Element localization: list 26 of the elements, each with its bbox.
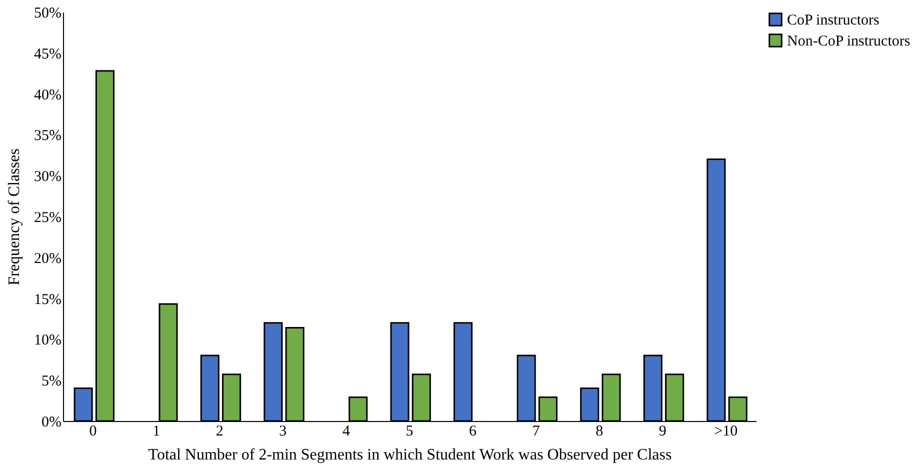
- y-tick-label: 35%: [34, 128, 62, 144]
- x-tick-label: 6: [469, 424, 478, 440]
- x-tick-label: >10: [714, 424, 738, 440]
- x-tick-label: 7: [532, 424, 540, 440]
- y-tick-label: 10%: [34, 332, 62, 349]
- y-tick-label: 0%: [42, 414, 62, 430]
- legend-label: Non-CoP instructors: [787, 34, 910, 50]
- x-tick-label: 0: [89, 424, 97, 440]
- x-tick-label: 5: [406, 424, 414, 440]
- x-axis-title: Total Number of 2-min Segments in which Student Work was Observed per Class: [148, 446, 672, 464]
- x-tick-label: 8: [596, 424, 604, 440]
- y-tick-label: 5%: [42, 374, 62, 390]
- x-tick-label: 4: [342, 424, 350, 440]
- y-tick-label: 25%: [34, 210, 62, 226]
- y-tick-label: 20%: [34, 250, 62, 267]
- y-tick-label: 40%: [34, 87, 62, 104]
- x-tick-label: 2: [216, 424, 224, 440]
- y-tick-label: 30%: [34, 169, 62, 186]
- y-tick-label: 45%: [34, 46, 62, 62]
- y-axis-title: Frequency of Classes: [6, 148, 24, 286]
- y-tick-label: 50%: [34, 6, 62, 22]
- x-tick-label: 9: [658, 424, 666, 440]
- legend-label: CoP instructors: [787, 12, 880, 28]
- x-tick-label: 3: [279, 424, 287, 440]
- y-tick-label: 15%: [34, 292, 62, 308]
- x-tick-label: 1: [152, 424, 160, 440]
